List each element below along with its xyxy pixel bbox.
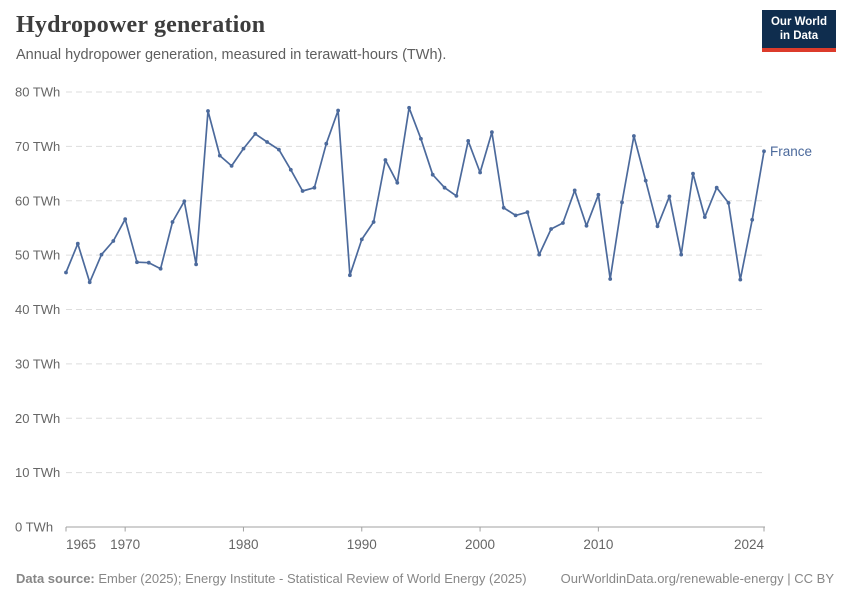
- owid-link[interactable]: OurWorldinData.org/renewable-energy | CC…: [560, 571, 834, 586]
- data-point-1974: [170, 220, 175, 224]
- y-tick-label-0: 0 TWh: [15, 520, 53, 535]
- data-point-1988: [336, 108, 340, 113]
- owid-logo-line1: Our World: [770, 16, 827, 28]
- data-point-1999: [466, 139, 471, 143]
- chart-header: Hydropower generation Annual hydropower …: [16, 12, 740, 63]
- data-point-2010: [596, 192, 601, 197]
- data-point-1992: [383, 158, 388, 162]
- data-point-2019: [702, 215, 707, 220]
- data-point-1982: [265, 140, 269, 144]
- data-point-2002: [501, 205, 506, 210]
- data-point-2004: [525, 210, 530, 215]
- data-point-2017: [679, 252, 684, 257]
- x-tick-label-1970: 1970: [110, 537, 140, 552]
- y-tick-label-60: 60 TWh: [15, 193, 60, 208]
- data-point-1990: [359, 237, 364, 242]
- data-point-1967: [87, 280, 92, 285]
- data-point-1998: [454, 194, 459, 198]
- x-tick-label-2024: 2024: [734, 537, 765, 552]
- data-point-1991: [371, 220, 376, 224]
- data-point-1978: [217, 153, 222, 158]
- series-line-france: [65, 106, 765, 284]
- data-source: Data source: Ember (2025); Energy Instit…: [16, 571, 527, 586]
- x-tick-label-1965: 1965: [66, 537, 96, 552]
- y-tick-label-40: 40 TWh: [15, 302, 60, 317]
- y-tick-label-30: 30 TWh: [15, 356, 60, 371]
- data-point-2023: [750, 217, 755, 222]
- data-point-2020: [714, 185, 719, 190]
- data-point-2000: [478, 170, 482, 175]
- data-source-text: Ember (2025); Energy Institute - Statist…: [98, 571, 527, 586]
- y-tick-label-50: 50 TWh: [15, 248, 60, 263]
- data-point-1983: [277, 147, 281, 152]
- data-point-2014: [643, 178, 648, 183]
- data-point-1984: [288, 167, 293, 172]
- data-point-1965: [64, 270, 68, 275]
- owid-logo[interactable]: Our World in Data: [761, 10, 836, 52]
- chart-footer: Data source: Ember (2025); Energy Instit…: [16, 571, 834, 586]
- data-point-1985: [300, 189, 305, 193]
- page-title: Hydropower generation: [16, 12, 266, 38]
- data-point-2001: [490, 130, 494, 135]
- data-point-1979: [229, 164, 234, 168]
- data-point-2013: [632, 134, 636, 138]
- data-point-1972: [146, 260, 151, 265]
- data-point-1994: [407, 105, 411, 110]
- data-point-1993: [395, 180, 400, 185]
- data-point-1976: [194, 262, 199, 267]
- x-tick-label-1980: 1980: [228, 537, 258, 552]
- data-point-1980: [241, 146, 246, 151]
- data-point-1973: [158, 266, 163, 271]
- data-point-2008: [572, 188, 577, 193]
- data-point-2009: [584, 223, 589, 228]
- data-point-2024: [762, 149, 766, 154]
- chart-subtitle: Annual hydropower generation, measured i…: [16, 47, 447, 63]
- entity-label-france: France: [770, 144, 812, 159]
- data-point-1969: [111, 239, 116, 243]
- data-point-1977: [206, 109, 210, 113]
- x-tick-label-2010: 2010: [583, 537, 613, 552]
- data-point-1995: [419, 136, 423, 141]
- x-tick-label-1990: 1990: [347, 537, 377, 552]
- data-point-1989: [348, 273, 352, 278]
- data-source-label: Data source:: [16, 571, 95, 586]
- x-tick-label-2000: 2000: [465, 537, 495, 552]
- data-point-1966: [75, 241, 80, 246]
- y-tick-label-80: 80 TWh: [15, 85, 60, 100]
- data-point-1987: [324, 141, 329, 146]
- y-tick-label-20: 20 TWh: [15, 411, 60, 426]
- data-point-2021: [726, 201, 731, 205]
- data-point-2007: [561, 221, 565, 225]
- data-point-1997: [442, 185, 447, 190]
- data-point-2022: [738, 277, 743, 282]
- y-tick-label-70: 70 TWh: [15, 139, 60, 154]
- data-point-1970: [123, 217, 128, 222]
- data-point-1996: [430, 172, 435, 177]
- data-point-1971: [135, 260, 139, 265]
- data-point-2012: [620, 200, 624, 205]
- data-point-2005: [537, 252, 542, 257]
- y-tick-label-10: 10 TWh: [15, 465, 60, 480]
- data-point-2015: [655, 224, 660, 229]
- data-point-1986: [312, 185, 317, 190]
- data-point-2011: [608, 277, 613, 281]
- data-point-1975: [182, 199, 187, 204]
- owid-logo-line2: in Data: [779, 30, 819, 43]
- data-point-2003: [513, 213, 518, 218]
- data-point-2006: [549, 227, 553, 231]
- data-point-2016: [667, 194, 672, 199]
- data-point-1981: [253, 132, 258, 136]
- data-point-1968: [99, 252, 104, 257]
- data-point-2018: [691, 171, 695, 176]
